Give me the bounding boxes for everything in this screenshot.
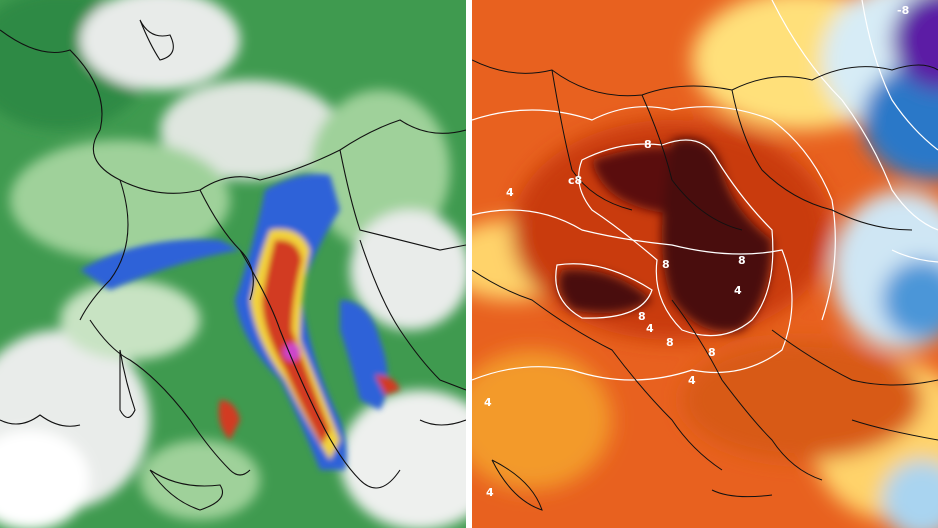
contour-label: c8 [568,174,582,187]
contour-label: 4 [486,486,494,499]
contour-label-top-right: -8 [897,4,909,17]
precipitation-map [0,0,466,528]
contour-label: 8 [738,254,746,267]
contour-label: 4 [506,186,514,199]
temperature-hot-core [558,138,772,332]
contour-label: 8 [644,138,652,151]
contour-label: 4 [688,374,696,387]
precip-borders [0,19,466,511]
precip-wet-band [80,174,400,470]
contour-label: 8 [666,336,674,349]
temperature-anomaly-map: -8 8 c8 4 8 8 4 8 4 8 8 4 4 4 [472,0,938,528]
contour-label: 8 [662,258,670,271]
contour-label: 8 [708,346,716,359]
contour-labels: -8 8 c8 4 8 8 4 8 4 8 8 4 4 4 [484,4,909,499]
temperature-map-canvas: -8 8 c8 4 8 8 4 8 4 8 8 4 4 4 [472,0,938,528]
contour-label: 4 [484,396,492,409]
contour-label: 8 [638,310,646,323]
precipitation-map-canvas [0,0,466,528]
contour-label: 4 [646,322,654,335]
contour-label: 4 [734,284,742,297]
temperature-contours [472,0,938,381]
panel-divider [466,0,472,528]
temperature-borders [472,59,938,511]
